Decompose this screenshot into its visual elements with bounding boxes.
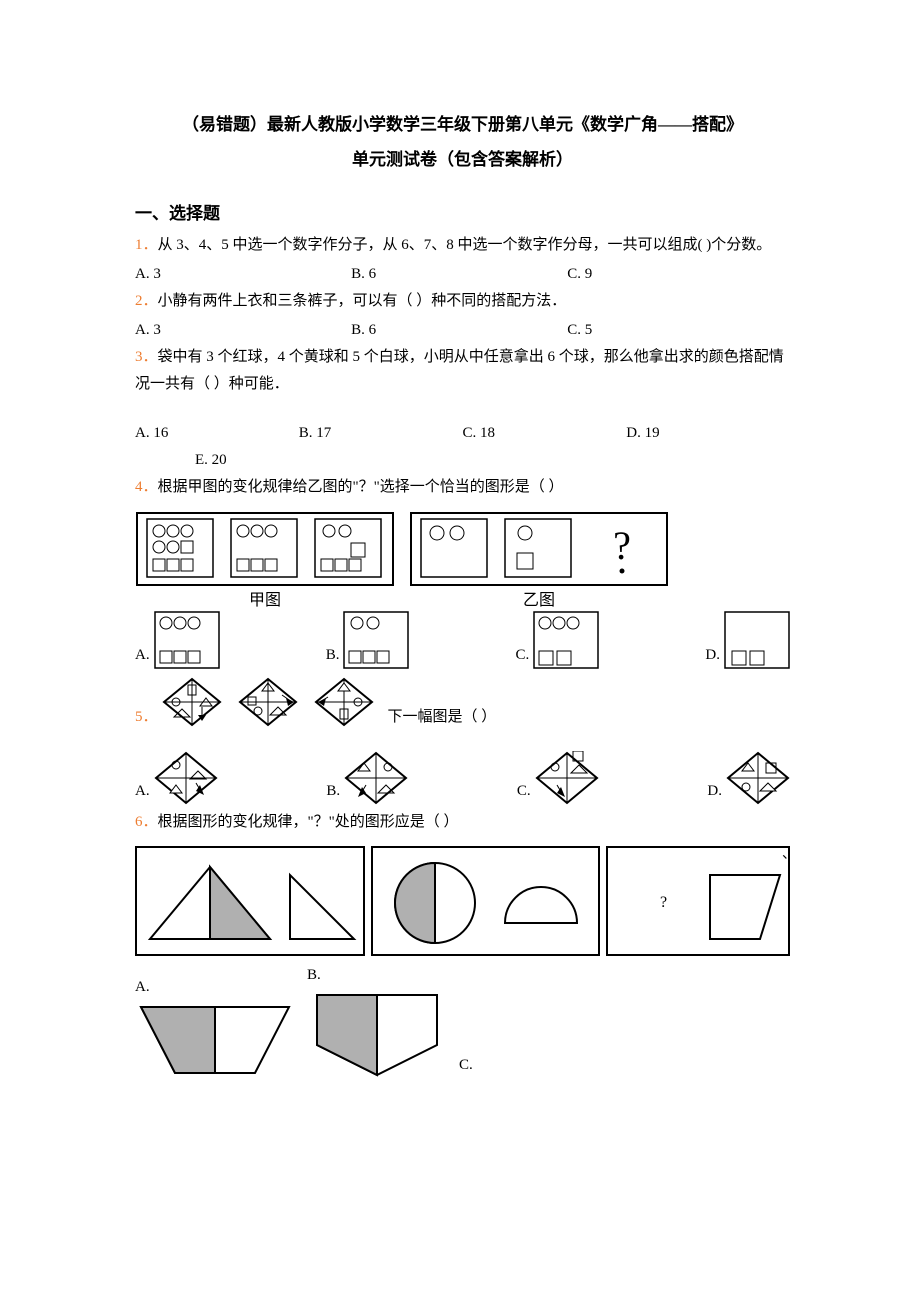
q6-options: A. B. C. [135, 962, 790, 1079]
q3-text: 袋中有 3 个红球，4 个黄球和 5 个白球，小明从中任意拿出 6 个球，那么他… [135, 349, 784, 392]
q5-opt-b-wrap: B. [326, 751, 408, 805]
q4-opt-a-label: A. [135, 642, 150, 669]
q6-opt-b-figure [307, 989, 447, 1079]
q5-opt-c-wrap: C. [517, 751, 599, 805]
svg-text:?: ? [613, 523, 631, 568]
q5-opt-b-label: B. [326, 778, 340, 805]
q5-opt-d-figure [726, 751, 790, 805]
q4-opt-d-figure [724, 611, 790, 669]
svg-text:?: ? [660, 894, 667, 911]
svg-text:甲图: 甲图 [249, 592, 281, 609]
q4-number: 4． [135, 479, 158, 495]
q3-opt-c: C. 18 [463, 420, 627, 447]
q4-text: 根据甲图的变化规律给乙图的"？"选择一个恰当的图形是（ ） [158, 479, 564, 495]
question-3: 3．袋中有 3 个红球，4 个黄球和 5 个白球，小明从中任意拿出 6 个球，那… [135, 344, 790, 398]
q1-opt-b: B. 6 [351, 261, 567, 288]
q2-opt-b: B. 6 [351, 317, 567, 344]
q6-opt-a-figure [135, 1001, 295, 1079]
backtick-mark: 、 [782, 842, 796, 867]
q3-options-row1: A. 16 B. 17 C. 18 D. 19 [135, 420, 790, 447]
q6-opt-c-label: C. [459, 1057, 473, 1073]
q4-opt-a-figure [154, 611, 220, 669]
q5-opt-a-figure [154, 751, 218, 805]
q6-opt-b-wrap: B. [307, 962, 447, 1079]
q4-opt-b-wrap: B. [326, 611, 410, 669]
q6-figure-row: ? 、 [135, 846, 790, 956]
q4-figure-row: ? 甲图 乙图 [135, 511, 790, 611]
q6-panel-1 [135, 846, 365, 956]
q6-opt-a-label: A. [135, 979, 150, 995]
q4-main-figure: ? 甲图 乙图 [135, 511, 675, 611]
question-6: 6．根据图形的变化规律，"？"处的图形应是（ ） [135, 809, 790, 836]
q4-opt-c-wrap: C. [516, 611, 600, 669]
q3-opt-b: B. 17 [299, 420, 463, 447]
q3-opt-d: D. 19 [626, 420, 790, 447]
q5-opt-c-label: C. [517, 778, 531, 805]
q4-opt-c-figure [533, 611, 599, 669]
q6-number: 6． [135, 814, 158, 830]
q4-opt-d-label: D. [705, 642, 720, 669]
q5-opt-a-wrap: A. [135, 751, 218, 805]
q4-opt-b-label: B. [326, 642, 340, 669]
q6-opt-b-label: B. [307, 967, 321, 983]
title-line-1: （易错题）最新人教版小学数学三年级下册第八单元《数学广角——搭配》 [135, 110, 790, 141]
q2-number: 2． [135, 293, 158, 309]
q6-opt-c-wrap: C. [459, 1052, 477, 1079]
q4-opt-d-wrap: D. [705, 611, 790, 669]
q4-opt-b-figure [343, 611, 409, 669]
q3-number: 3． [135, 349, 158, 365]
title-line-2: 单元测试卷（包含答案解析） [135, 145, 790, 176]
q2-opt-a: A. 3 [135, 317, 351, 344]
q5-opt-c-figure [535, 751, 599, 805]
q6-panel-2 [371, 846, 601, 956]
q2-opt-c: C. 5 [567, 317, 783, 344]
q1-options: A. 3 B. 6 C. 9 [135, 261, 790, 288]
q5-opt-a-label: A. [135, 778, 150, 805]
svg-text:乙图: 乙图 [523, 592, 555, 609]
q6-panel-3: ? 、 [606, 846, 790, 956]
q6-text: 根据图形的变化规律，"？"处的图形应是（ ） [158, 814, 459, 830]
q1-text: 从 3、4、5 中选一个数字作分子，从 6、7、8 中选一个数字作分母，一共可以… [158, 237, 772, 253]
question-1: 1．从 3、4、5 中选一个数字作分子，从 6、7、8 中选一个数字作分母，一共… [135, 232, 790, 259]
q5-opt-d-label: D. [707, 778, 722, 805]
q4-opt-c-label: C. [516, 642, 530, 669]
q5-opt-b-figure [344, 751, 408, 805]
q4-opt-a-wrap: A. [135, 611, 220, 669]
q1-number: 1． [135, 237, 158, 253]
q5-opt-d-wrap: D. [707, 751, 790, 805]
q5-text: 下一幅图是（ ） [388, 704, 497, 731]
q4-options: A. B. C. D. [135, 611, 790, 669]
q2-options: A. 3 B. 6 C. 5 [135, 317, 790, 344]
q5-options: A. B. C. D. [135, 751, 790, 805]
section-heading-1: 一、选择题 [135, 199, 790, 230]
q6-opt-a-wrap: A. [135, 974, 295, 1079]
q2-text: 小静有两件上衣和三条裤子，可以有（ ）种不同的搭配方法． [158, 293, 567, 309]
question-4: 4．根据甲图的变化规律给乙图的"？"选择一个恰当的图形是（ ） [135, 474, 790, 501]
question-2: 2．小静有两件上衣和三条裤子，可以有（ ）种不同的搭配方法． [135, 288, 790, 315]
q1-opt-a: A. 3 [135, 261, 351, 288]
question-5: 5． [135, 673, 790, 731]
q1-opt-c: C. 9 [567, 261, 783, 288]
q5-sequence [158, 673, 388, 731]
q3-opt-e: E. 20 [135, 447, 790, 474]
q5-number: 5． [135, 704, 158, 731]
q3-opt-a: A. 16 [135, 420, 299, 447]
